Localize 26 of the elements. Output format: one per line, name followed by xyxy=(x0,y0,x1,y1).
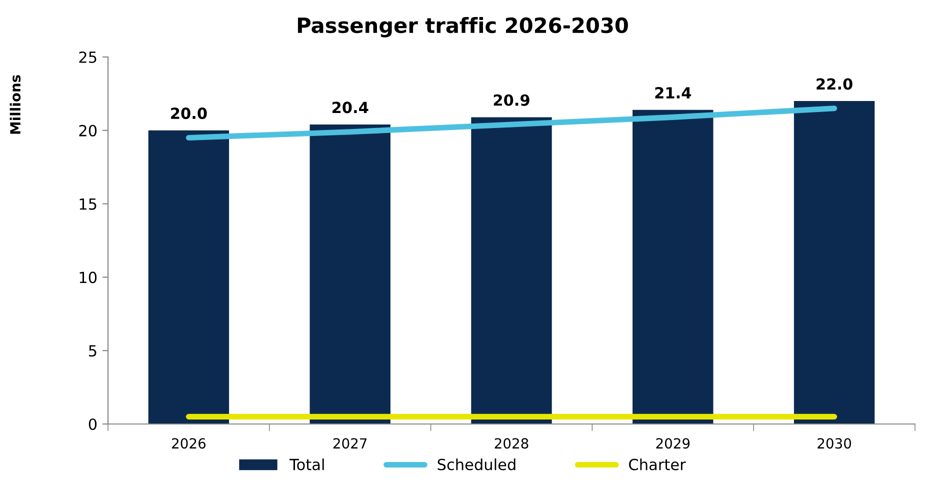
bar xyxy=(632,110,714,424)
bar xyxy=(794,101,875,424)
bar xyxy=(310,124,390,424)
y-tick-label: 5 xyxy=(89,345,96,357)
legend-label: Charter xyxy=(629,458,686,470)
y-axis-title: Millions xyxy=(10,75,21,134)
y-tick-label: 0 xyxy=(88,418,97,430)
data-label: 21.4 xyxy=(655,87,692,98)
x-tick-label: 2030 xyxy=(818,438,852,449)
legend-label: Total xyxy=(290,458,324,470)
x-tick-label: 2026 xyxy=(172,438,206,449)
bar xyxy=(471,117,552,424)
x-tick-label: 2028 xyxy=(494,438,528,449)
data-label: 20.9 xyxy=(494,94,530,106)
x-tick-label: 2027 xyxy=(333,438,367,449)
bar xyxy=(148,130,230,424)
chart-title: Passenger traffic 2026-2030 xyxy=(298,17,628,38)
data-label: 20.0 xyxy=(171,108,207,120)
data-label: 20.4 xyxy=(332,102,368,114)
x-tick-label: 2029 xyxy=(656,438,690,449)
y-tick-label: 20 xyxy=(79,124,97,136)
data-label: 22.0 xyxy=(816,78,852,90)
y-tick-label: 15 xyxy=(80,198,96,210)
y-tick-label: 25 xyxy=(79,51,96,64)
legend-label: Scheduled xyxy=(438,458,516,470)
y-tick-label: 10 xyxy=(80,272,97,284)
